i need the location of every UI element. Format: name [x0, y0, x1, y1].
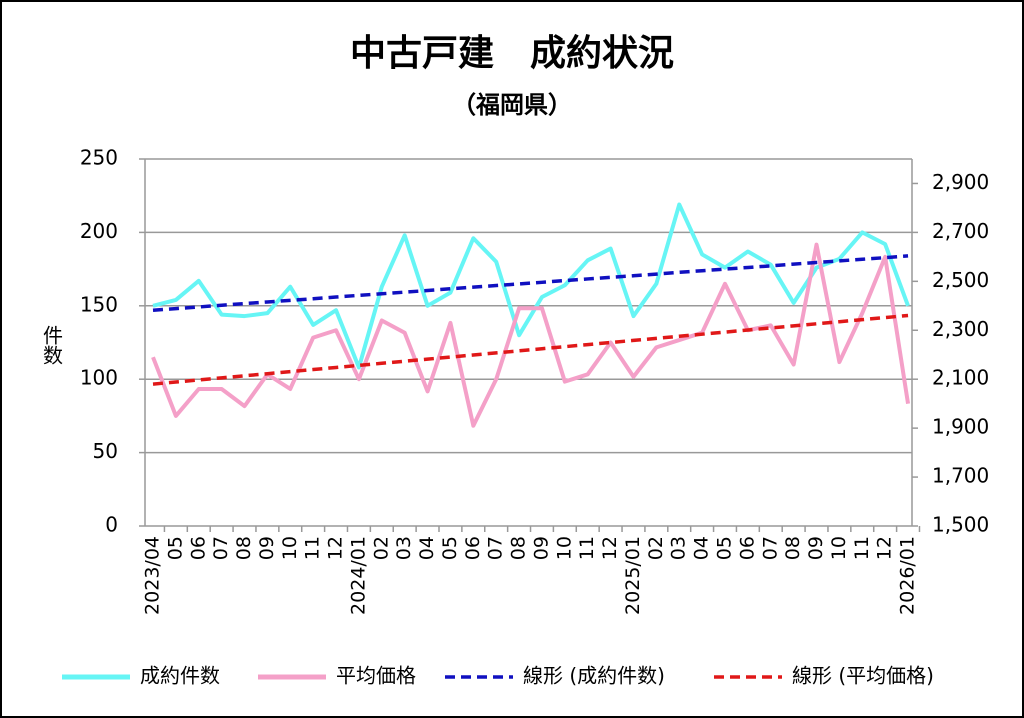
y-tick-label: 50: [93, 439, 118, 463]
x-tick-label: 08: [233, 536, 255, 560]
chart-title: 中古戸建 成約状況: [350, 33, 674, 74]
legend-label: 平均価格: [336, 664, 416, 688]
y-tick-label: 100: [80, 366, 118, 390]
x-tick-label: 04: [691, 536, 713, 560]
y2-tick-label: 2,700: [932, 219, 989, 243]
x-tick-label: 06: [462, 536, 484, 560]
y2-tick-label: 1,700: [932, 464, 989, 488]
x-tick-label: 10: [553, 536, 575, 560]
legend-label: 成約件数: [140, 664, 220, 688]
x-tick-label: 2025/01: [622, 536, 644, 615]
x-tick-label: 02: [370, 536, 392, 560]
y2-tick-label: 2,100: [932, 366, 989, 390]
y2-tick-label: 1,500: [932, 513, 989, 537]
x-tick-label: 03: [393, 536, 415, 560]
series-line: [151, 242, 911, 428]
x-tick-label: 08: [782, 536, 804, 560]
x-tick-label: 12: [874, 536, 896, 560]
x-tick-label: 04: [416, 536, 438, 560]
x-tick-label: 05: [164, 536, 186, 560]
x-tick-label: 12: [325, 536, 347, 560]
trend-line: [152, 254, 909, 312]
y-tick-label: 250: [80, 146, 118, 170]
chart-subtitle: （福岡県）: [452, 91, 572, 119]
legend-label: 線形 (成約件数): [523, 664, 665, 688]
y-tick-label: 150: [80, 292, 118, 316]
x-tick-label: 2026/01: [897, 536, 919, 615]
x-tick-label: 09: [805, 536, 827, 560]
x-tick-label: 09: [530, 536, 552, 560]
x-tick-label: 06: [187, 536, 209, 560]
y-tick-label: 200: [80, 219, 118, 243]
x-tick-label: 07: [759, 536, 781, 560]
y-axis-label: 件数: [40, 325, 64, 365]
x-tick-label: 11: [851, 536, 873, 560]
x-tick-label: 12: [599, 536, 621, 560]
x-tick-label: 09: [256, 536, 278, 560]
x-tick-label: 10: [279, 536, 301, 560]
x-tick-label: 05: [714, 536, 736, 560]
x-tick-label: 03: [668, 536, 690, 560]
y2-tick-label: 2,500: [932, 268, 989, 292]
y2-tick-label: 2,900: [932, 170, 989, 194]
x-tick-label: 05: [439, 536, 461, 560]
x-tick-label: 10: [828, 536, 850, 560]
legend-label: 線形 (平均価格): [792, 664, 934, 688]
x-tick-label: 2024/01: [347, 536, 369, 615]
y2-tick-label: 2,300: [932, 317, 989, 341]
x-tick-label: 06: [736, 536, 758, 560]
x-tick-label: 11: [302, 536, 324, 560]
x-tick-label: 08: [508, 536, 530, 560]
trend-line: [152, 313, 909, 386]
x-tick-label: 2023/04: [142, 536, 164, 615]
x-tick-label: 07: [485, 536, 507, 560]
x-tick-label: 02: [645, 536, 667, 560]
x-tick-label: 11: [576, 536, 598, 560]
y-tick-label: 0: [105, 513, 118, 537]
y2-tick-label: 1,900: [932, 415, 989, 439]
series-line: [152, 202, 910, 370]
x-tick-label: 07: [210, 536, 232, 560]
